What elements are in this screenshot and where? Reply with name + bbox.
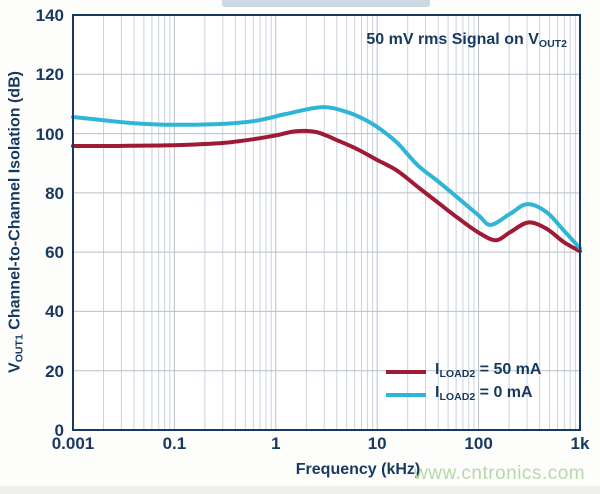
annotation-text: 50 mV rms Signal on V bbox=[366, 31, 539, 48]
chart-annotation: 50 mV rms Signal on VOUT2 bbox=[366, 31, 567, 50]
cropped-page-element bbox=[222, 0, 430, 7]
x-tick-label: 100 bbox=[464, 434, 493, 453]
x-tick-label: 1k bbox=[570, 434, 590, 453]
y-axis-title: VOUT1 Channel-to-Channel Isolation (dB) bbox=[7, 71, 26, 373]
x-tick-label: 0.001 bbox=[51, 434, 95, 453]
legend-label-0ma: ILOAD2 = 0 mA bbox=[435, 383, 533, 403]
legend-item-50ma: ILOAD2 = 50 mA bbox=[386, 360, 541, 383]
x-axis-title: Frequency (kHz) bbox=[295, 461, 421, 478]
y-tick-label: 100 bbox=[35, 124, 64, 144]
x-tick-label: 1 bbox=[271, 434, 281, 453]
y-axis-title-symbol: V bbox=[6, 362, 24, 373]
x-tick-label: 0.1 bbox=[162, 434, 187, 453]
x-tick-label: 10 bbox=[367, 434, 387, 453]
annotation-subscript: OUT2 bbox=[538, 37, 567, 50]
y-tick-label: 40 bbox=[45, 302, 64, 322]
curve-iload2-50ma bbox=[71, 128, 582, 254]
watermark: www.cntronics.com bbox=[414, 463, 586, 484]
bottom-margin-strip bbox=[0, 486, 600, 494]
y-axis-title-text: Channel-to-Channel Isolation (dB) bbox=[6, 71, 24, 335]
legend-label-50ma: ILOAD2 = 50 mA bbox=[435, 360, 542, 380]
curve-iload2-0ma bbox=[71, 105, 582, 251]
y-tick-label: 20 bbox=[45, 361, 64, 381]
legend-swatch-0ma bbox=[386, 392, 426, 397]
legend-item-0ma: ILOAD2 = 0 mA bbox=[386, 383, 541, 406]
y-tick-label: 80 bbox=[45, 183, 64, 203]
plot-border bbox=[72, 14, 581, 431]
y-axis-title-subscript: OUT1 bbox=[13, 334, 26, 363]
legend-swatch-50ma bbox=[386, 369, 426, 374]
legend: ILOAD2 = 50 mA ILOAD2 = 0 mA bbox=[386, 360, 541, 406]
y-tick-label: 140 bbox=[35, 6, 64, 25]
y-tick-label: 120 bbox=[35, 65, 64, 85]
y-tick-label: 60 bbox=[45, 243, 64, 263]
y-tick-label: 0 bbox=[54, 421, 64, 440]
